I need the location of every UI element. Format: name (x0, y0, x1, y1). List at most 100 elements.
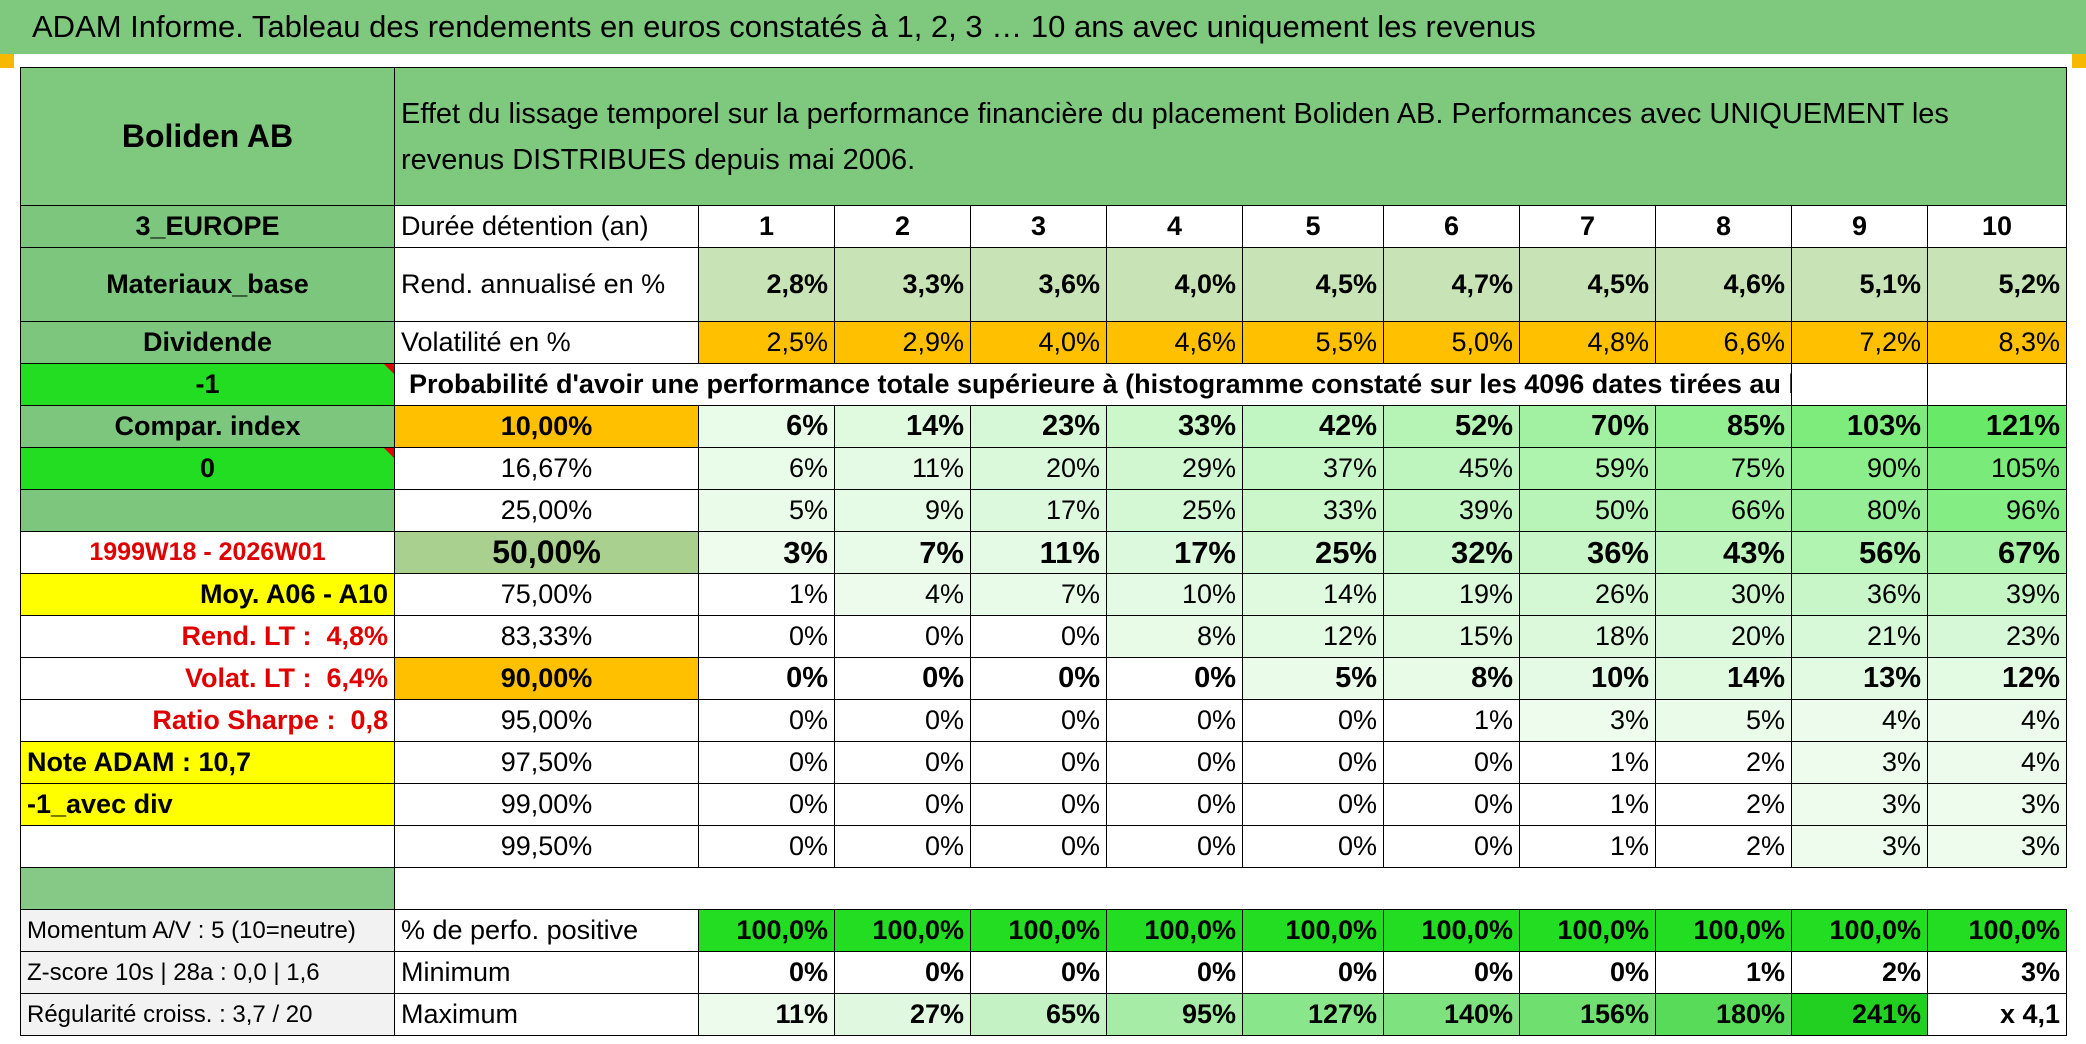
probability-cell: 0% (834, 699, 971, 742)
probability-cell: 21% (1791, 615, 1928, 658)
probability-cell: 4% (834, 573, 971, 616)
period-label: 1999W18 - 2026W01 (20, 531, 395, 574)
probability-cell: 90% (1791, 447, 1928, 490)
probability-cell: 66% (1655, 489, 1792, 532)
probability-cell: 8% (1106, 615, 1243, 658)
probability-cell: 0% (1106, 783, 1243, 826)
probability-cell: 4% (1926, 741, 2068, 784)
probability-cell: 36% (1519, 531, 1656, 574)
probability-cell: 85% (1655, 405, 1792, 448)
minimum-cell: 2% (1791, 951, 1928, 994)
probability-cell: 2% (1655, 825, 1792, 868)
positive-cell: 100,0% (1519, 909, 1656, 952)
volatilite-cell: 4,6% (1106, 321, 1243, 364)
compar-index-label: Compar. index (20, 405, 395, 448)
regularite-label: Régularité croiss. : 3,7 / 20 (20, 993, 395, 1036)
probability-cell: 3% (1519, 699, 1656, 742)
year-header: 5 (1242, 205, 1384, 248)
probability-cell: 0% (1106, 699, 1243, 742)
probability-cell: 3% (1791, 783, 1928, 826)
maximum-label: Maximum (394, 993, 699, 1036)
probability-cell: 0% (970, 825, 1107, 868)
threshold-cell: 10,00% (394, 405, 699, 448)
minimum-cell: 0% (970, 951, 1107, 994)
probability-cell: 0% (970, 741, 1107, 784)
positive-cell: 100,0% (970, 909, 1107, 952)
spacer-blank (395, 868, 2067, 910)
rendement-cell: 2,8% (698, 247, 835, 322)
probability-cell: 96% (1926, 489, 2068, 532)
note-adam-label: Note ADAM : 10,7 (20, 741, 395, 784)
probability-cell: 11% (970, 531, 1107, 574)
corner-marker-left (0, 54, 14, 68)
probability-cell: 8% (1383, 657, 1520, 700)
probability-row: 0 16,67% 6% 11% 20% 29% 37% 45% 59% 75% 90% 105% (20, 447, 2068, 490)
proba-title: Probabilité d'avoir une performance tota… (394, 363, 1792, 406)
maximum-cell: 127% (1242, 993, 1384, 1036)
volatilite-cell: 4,8% (1519, 321, 1656, 364)
probability-cell: 0% (970, 657, 1107, 700)
rendement-cell: 4,6% (1655, 247, 1792, 322)
zscore-label: Z-score 10s | 28a : 0,0 | 1,6 (20, 951, 395, 994)
probability-cell: 0% (698, 741, 835, 784)
probability-row: Note ADAM : 10,7 97,50% 0% 0% 0% 0% 0% 0% 1% 2% 3%… (20, 741, 2068, 784)
region-label: 3_EUROPE (20, 205, 395, 248)
rendement-row: Materiaux_base Rend. annualisé en % 2,8%… (20, 247, 2068, 322)
positive-row: Momentum A/V : 5 (10=neutre) % de perfo.… (20, 909, 2068, 952)
probability-cell: 0% (1383, 783, 1520, 826)
minimum-cell: 0% (1106, 951, 1243, 994)
volat-lt-cell: Volat. LT : 6,4% (20, 657, 395, 700)
volatilite-cell: 5,5% (1242, 321, 1384, 364)
probability-cell: 13% (1791, 657, 1928, 700)
volatilite-cell: 2,9% (834, 321, 971, 364)
maximum-cell: 241% (1791, 993, 1928, 1036)
positive-label: % de perfo. positive (394, 909, 699, 952)
probability-cell: 1% (1519, 741, 1656, 784)
minimum-cell: 0% (834, 951, 971, 994)
probability-cell: 39% (1383, 489, 1520, 532)
positive-cell: 100,0% (698, 909, 835, 952)
probability-cell: 1% (1519, 825, 1656, 868)
probability-cell: 12% (1242, 615, 1384, 658)
probability-cell: 2% (1655, 783, 1792, 826)
year-header: 1 (698, 205, 835, 248)
probability-cell: 0% (1383, 825, 1520, 868)
probability-cell: 42% (1242, 405, 1384, 448)
rendement-cell: 5,2% (1926, 247, 2068, 322)
maximum-cell: 11% (698, 993, 835, 1036)
probability-cell: 23% (970, 405, 1107, 448)
probability-cell: 80% (1791, 489, 1928, 532)
rendement-cell: 5,1% (1791, 247, 1928, 322)
probability-cell: 33% (1242, 489, 1384, 532)
probability-cell: 0% (698, 615, 835, 658)
probability-cell: 3% (1926, 783, 2068, 826)
threshold-cell: 83,33% (394, 615, 699, 658)
probability-row: 99,50% 0% 0% 0% 0% 0% 0% 1% 2% 3% 3% (20, 825, 2068, 868)
minimum-cell: 0% (1242, 951, 1384, 994)
probability-cell: 32% (1383, 531, 1520, 574)
probability-cell: 3% (698, 531, 835, 574)
probability-cell: 17% (1106, 531, 1243, 574)
rendement-cell: 4,0% (1106, 247, 1243, 322)
threshold-cell: 25,00% (394, 489, 699, 532)
threshold-cell: 16,67% (394, 447, 699, 490)
probability-cell: 14% (1242, 573, 1384, 616)
threshold-cell: 90,00% (394, 657, 699, 700)
probability-cell: 17% (970, 489, 1107, 532)
probability-cell: 0% (698, 699, 835, 742)
probability-cell: 1% (1383, 699, 1520, 742)
proba-title-row: -1 Probabilité d'avoir une performance t… (20, 363, 2068, 406)
minimum-cell: 1% (1655, 951, 1792, 994)
year-header: 3 (970, 205, 1107, 248)
probability-cell: 3% (1791, 741, 1928, 784)
year-header: 10 (1926, 205, 2068, 248)
rend-lt-cell-value: 4,8% (326, 621, 388, 651)
probability-cell: 4% (1791, 699, 1928, 742)
rendement-label: Rend. annualisé en % (394, 247, 699, 322)
performance-table: Boliden AB Effet du lissage temporel sur… (20, 67, 2068, 1036)
positive-cell: 100,0% (1242, 909, 1384, 952)
rend-lt-cell: Rend. LT : 4,8% (20, 615, 395, 658)
year-header: 8 (1655, 205, 1792, 248)
positive-cell: 100,0% (1655, 909, 1792, 952)
probability-cell: 0% (834, 783, 971, 826)
